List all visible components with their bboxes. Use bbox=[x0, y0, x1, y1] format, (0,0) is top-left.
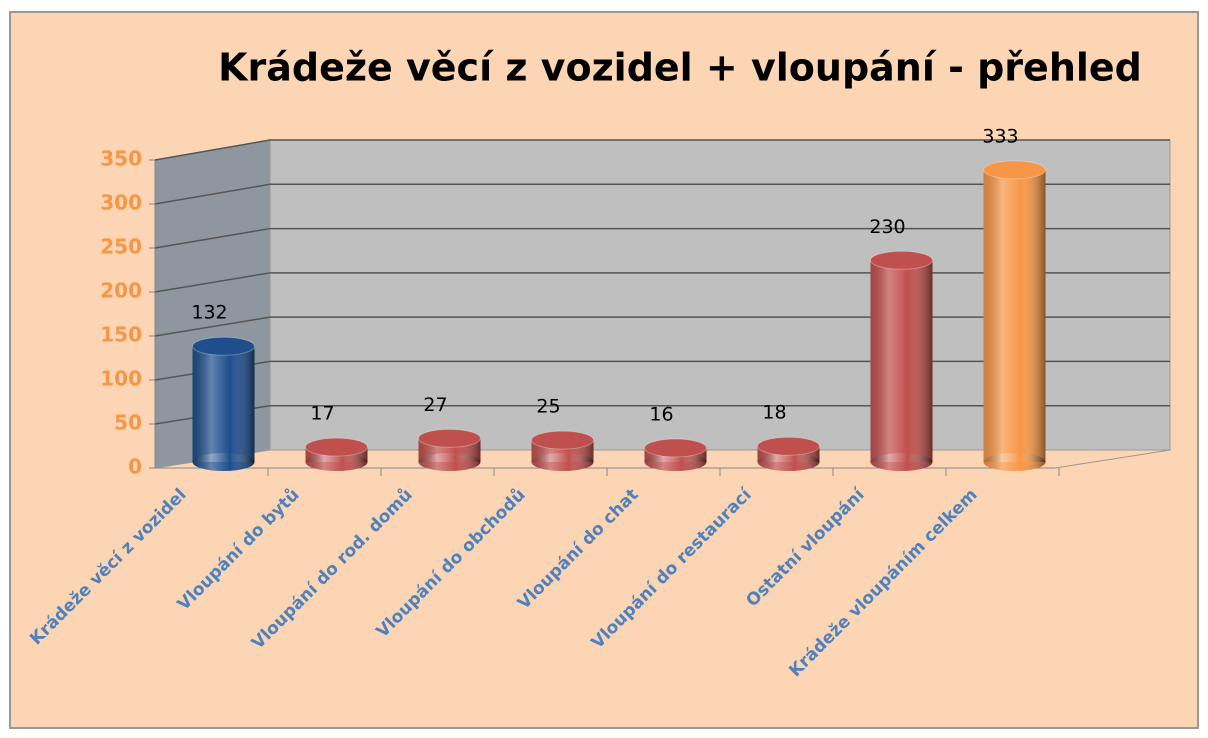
grid-line bbox=[154, 227, 1170, 249]
bar-top bbox=[870, 250, 933, 270]
value-label: 27 bbox=[423, 394, 447, 416]
bar-top bbox=[192, 336, 255, 356]
bar-top bbox=[418, 428, 481, 448]
bar-top bbox=[305, 437, 368, 457]
grid-line bbox=[154, 316, 1170, 337]
bar-base-shade bbox=[983, 453, 1046, 471]
bar-base-shade bbox=[192, 453, 255, 471]
grid-line bbox=[154, 272, 1170, 293]
bar-base-shade bbox=[644, 453, 707, 471]
y-tick-label: 250 bbox=[100, 235, 142, 259]
value-label: 18 bbox=[762, 402, 786, 424]
bar-base-shade bbox=[305, 453, 368, 471]
bar-top bbox=[531, 430, 594, 450]
value-label: 25 bbox=[536, 396, 560, 418]
bar-shade bbox=[983, 169, 1046, 462]
y-tick-label: 200 bbox=[100, 279, 142, 303]
grid-line bbox=[154, 183, 1170, 205]
chart-title: Krádeže věcí z vozidel + vloupání - přeh… bbox=[218, 46, 1142, 90]
bar-base-shade bbox=[870, 453, 933, 471]
y-tick-label: 150 bbox=[100, 323, 142, 347]
value-label: 333 bbox=[982, 125, 1018, 147]
value-label: 17 bbox=[310, 403, 334, 425]
value-label: 16 bbox=[649, 403, 673, 425]
y-tick-label: 50 bbox=[114, 411, 142, 435]
bar-base-shade bbox=[531, 453, 594, 471]
y-tick-label: 100 bbox=[100, 367, 142, 391]
grid-line bbox=[154, 139, 1170, 161]
bar-top bbox=[644, 438, 707, 458]
bar-shade bbox=[192, 346, 255, 462]
bar-top bbox=[983, 160, 1046, 180]
y-tick-label: 300 bbox=[100, 191, 142, 215]
y-tick-label: 0 bbox=[128, 455, 142, 479]
bar-base-shade bbox=[418, 453, 481, 471]
bar-base-shade bbox=[757, 453, 820, 471]
bar-top bbox=[757, 436, 820, 456]
value-label: 230 bbox=[869, 216, 905, 238]
value-label: 132 bbox=[191, 302, 227, 324]
bar-shade bbox=[870, 260, 933, 462]
y-tick-label: 350 bbox=[100, 147, 142, 171]
